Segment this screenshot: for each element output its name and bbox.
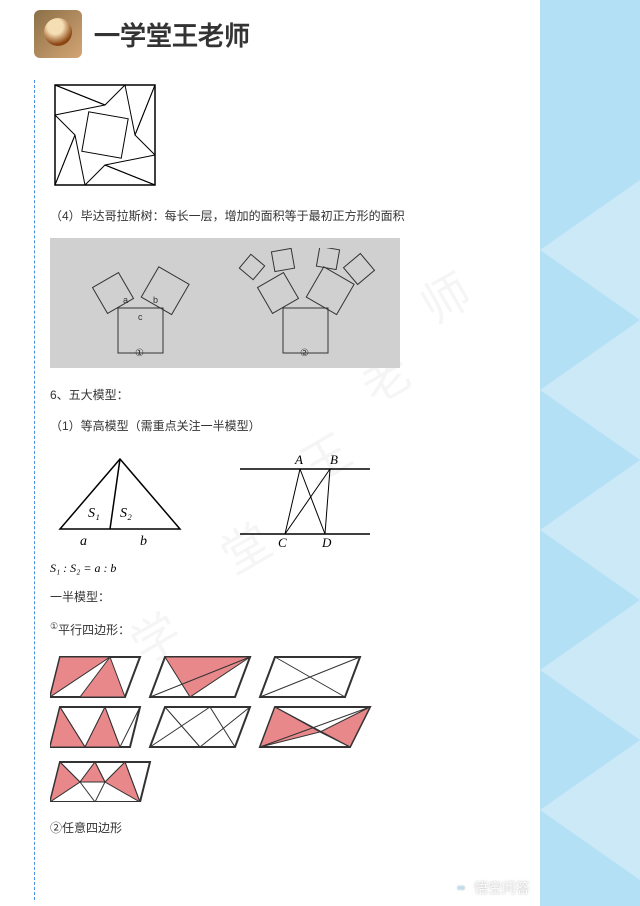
pyth-tree-1: a b c ①	[63, 248, 213, 358]
footer-brand-text: 悟空问答	[474, 878, 530, 898]
page-header: 一学堂王老师	[34, 10, 250, 58]
avatar	[34, 10, 82, 58]
half-model-title: 一半模型：	[50, 588, 530, 607]
svg-text:S₂: S₂	[120, 506, 132, 521]
svg-text:b: b	[140, 534, 147, 549]
svg-text:D: D	[321, 535, 332, 549]
section-6-title: 6、五大模型：	[50, 386, 530, 405]
pinwheel-svg	[50, 80, 160, 190]
quad-abcd: A B C D	[230, 449, 380, 549]
item-4-text: （4）毕达哥拉斯树：每长一层，增加的面积等于最初正方形的面积	[50, 207, 530, 226]
svg-text:a: a	[80, 534, 87, 549]
left-dashed-rule	[34, 80, 35, 900]
parallelogram-shapes	[50, 652, 530, 807]
svg-text:②: ②	[300, 348, 309, 358]
header-title: 一学堂王老师	[94, 16, 250, 53]
svg-text:b: b	[153, 295, 158, 305]
parallelogram-title: ①平行四边形：	[50, 619, 530, 640]
svg-text:①: ①	[135, 348, 144, 358]
main-content: （4）毕达哥拉斯树：每长一层，增加的面积等于最初正方形的面积 a b c ① ②…	[50, 80, 530, 850]
circle-1: ①	[50, 621, 58, 631]
sub-1-text: （1）等高模型（需重点关注一半模型）	[50, 417, 530, 436]
pythagoras-tree-image: a b c ① ②	[50, 238, 400, 368]
svg-text:C: C	[278, 535, 287, 549]
wukong-icon: ∞	[452, 879, 470, 897]
ratio-formula: S₁ : S₂ = a : b	[50, 561, 530, 576]
pinwheel-diagram	[50, 80, 530, 195]
pyth-tree-2: ②	[218, 248, 388, 358]
decorative-sidebar	[540, 0, 640, 906]
decorative-triangles	[540, 0, 640, 906]
footer-brand: ∞ 悟空问答	[452, 878, 530, 898]
svg-text:S₁: S₁	[88, 506, 100, 521]
equal-height-diagrams: S₁ S₂ a b A B C D	[50, 449, 530, 549]
parallelogram-svg	[50, 652, 390, 802]
svg-text:B: B	[330, 452, 338, 467]
svg-text:a: a	[123, 295, 128, 305]
triangle-ab: S₁ S₂ a b	[50, 449, 190, 549]
arbitrary-quad-title: ②任意四边形	[50, 819, 530, 838]
svg-text:c: c	[138, 312, 143, 322]
svg-text:A: A	[294, 452, 303, 467]
